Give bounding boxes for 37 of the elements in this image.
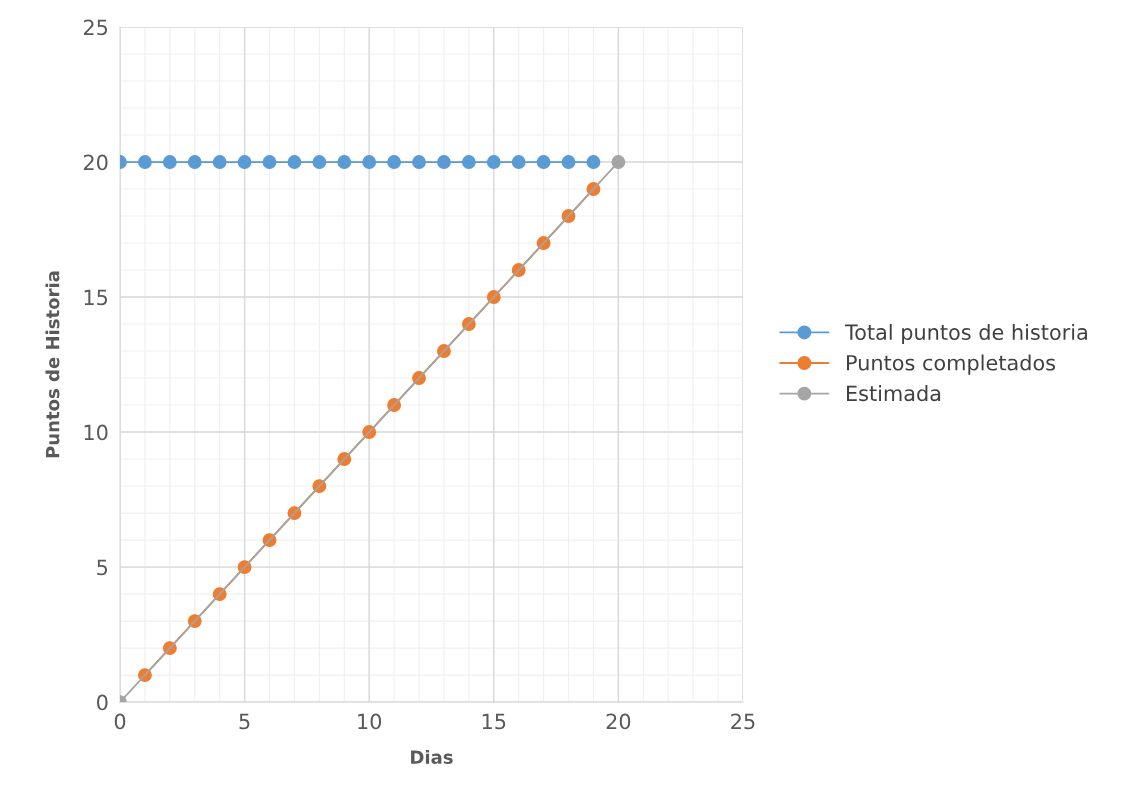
x-tick-label: 5 [239,713,250,730]
x-tick-label: 25 [731,713,755,730]
point [212,155,227,170]
x-tick-label: 10 [358,713,382,730]
legend-label: Estimada [847,385,941,402]
point [287,155,302,170]
point [561,155,576,170]
point [536,155,551,170]
y-tick-label: 5 [97,559,108,576]
point [312,155,327,170]
y-tick-label: 0 [97,694,108,711]
point [237,155,252,170]
point [137,155,152,170]
y-tick-label: 15 [84,289,108,306]
point [387,155,402,170]
x-tick-label: 0 [114,713,126,730]
point [436,155,451,170]
point [337,155,352,170]
point [187,155,202,170]
point [586,155,601,170]
y-tick-label: 10 [84,424,108,441]
point [362,155,377,170]
point [486,155,501,170]
point [412,155,426,170]
point [461,155,476,170]
point [262,155,277,170]
legend-label: Total puntos de historia [844,323,1087,345]
point [611,155,626,170]
x-axis-title: Dias [411,750,453,764]
y-tick-label: 20 [83,154,108,171]
y-axis-title: Puntos de Historia [45,271,60,458]
x-tick-label: 20 [606,713,631,730]
x-tick-label: 15 [482,713,506,730]
y-tick-label: 25 [83,19,108,36]
point [511,155,526,170]
point [162,155,177,170]
legend-label: Puntos completados [847,354,1056,375]
